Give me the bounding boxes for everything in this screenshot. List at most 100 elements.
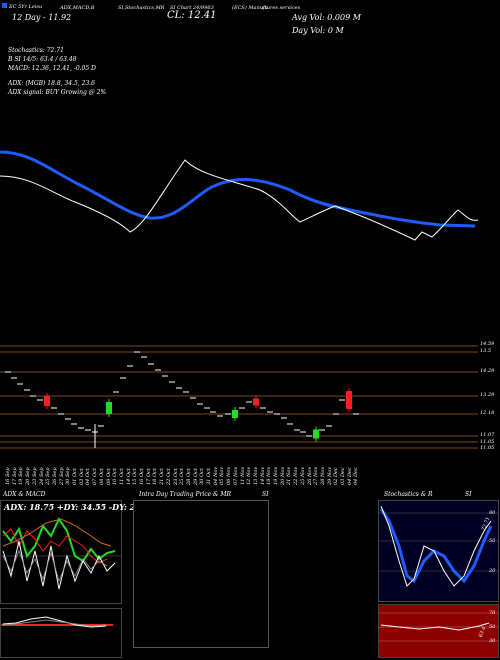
date-label: 11 Oct xyxy=(118,468,125,485)
price-label-2: 13.5 xyxy=(480,348,492,354)
white-moving-average xyxy=(0,159,479,241)
stoch-level-50: 50 xyxy=(489,538,496,544)
date-label: 25 Sep xyxy=(45,467,52,485)
header-indicators-2: SI,Stochastics,MR xyxy=(118,5,165,11)
header-indicators: ADX,MACD,B xyxy=(60,5,95,11)
date-label: 15 Oct xyxy=(132,468,139,485)
date-label: 28 Oct xyxy=(185,468,192,485)
adx-lines xyxy=(1,516,121,590)
date-label: 12 Nov xyxy=(246,466,253,485)
macd-lines xyxy=(1,616,113,628)
date-label: 23 Oct xyxy=(172,468,179,485)
date-label: 04 Nov xyxy=(212,466,219,485)
date-label: 11 Nov xyxy=(239,466,246,485)
macd-label: MACD: 12.36, 12.41, -0.05 D xyxy=(8,65,96,72)
date-label: 23 Sep xyxy=(31,467,38,485)
header-line1: EC 5Yr Leisu xyxy=(2,3,42,10)
blue-legend-square xyxy=(2,3,7,8)
date-label: 16 Sep xyxy=(5,467,11,485)
plus-di-line xyxy=(2,516,116,563)
date-label: 27 Nov xyxy=(313,466,320,485)
avg-volume: Avg Vol: 0.009 M xyxy=(292,13,361,22)
date-label: 25 Oct xyxy=(179,468,186,485)
date-label: 04 Oct xyxy=(85,468,92,485)
price-label-5: 12.18 xyxy=(480,410,495,416)
date-label: 27 Sep xyxy=(58,467,65,485)
date-label: 21 Oct xyxy=(159,468,166,485)
adx-gray-line xyxy=(2,549,108,583)
date-label: 14 Nov xyxy=(259,466,266,485)
stoch-rsi-label: B SI 14/5: 63.4 / 63.48 xyxy=(8,56,77,63)
price-label-7: 11.05 xyxy=(480,439,495,445)
rsi-lines xyxy=(379,612,499,642)
rsi-panel: 70 50 30 63.4 xyxy=(378,604,499,658)
header-company-2: ctures services xyxy=(262,5,301,11)
date-label: 22 Oct xyxy=(165,468,172,485)
stochastics-panel: 80 50 20 72.71 xyxy=(378,500,499,602)
date-label: 08 Oct xyxy=(98,468,105,485)
main-price-chart xyxy=(0,150,479,449)
stoch-level-80: 80 xyxy=(489,510,496,516)
date-label: 10 Oct xyxy=(112,468,119,485)
date-label: 30 Sep xyxy=(65,467,72,485)
adx-panel: ADX: 18.75 +DY: 34.55 -DY: 23.64 xyxy=(0,500,155,604)
adx-label: ADX: (MGB) 18.8, 34.5, 23.6 xyxy=(8,80,95,87)
adx-white-line xyxy=(2,540,116,590)
header-chart-id: SI Chart 24/9963 xyxy=(170,5,214,11)
intraday-panel xyxy=(133,500,269,648)
date-label: 03 Dec xyxy=(340,467,346,485)
date-label: 30 Oct xyxy=(199,468,206,485)
header-day: 12 Day - 11.92 xyxy=(12,13,72,22)
stochastics-si: SI xyxy=(465,491,472,498)
date-label: 24 Sep xyxy=(38,467,45,485)
date-label: 20 Nov xyxy=(279,466,286,485)
date-label: 06 Nov xyxy=(226,466,233,485)
rsi-level-50: 50 xyxy=(489,624,496,630)
date-label: 17 Sep xyxy=(11,467,18,485)
date-label: 14 Oct xyxy=(125,468,132,485)
stoch-d-line xyxy=(379,508,493,584)
date-label: 26 Nov xyxy=(306,466,313,485)
date-label: 18 Nov xyxy=(266,466,273,485)
candlesticks xyxy=(5,351,359,448)
date-label: 31 Oct xyxy=(206,468,212,485)
minus-di-line xyxy=(2,528,108,564)
header-title: EC 5Yr Leisu xyxy=(9,4,43,10)
date-label: 17 Oct xyxy=(145,468,152,485)
date-label: 04 Dec xyxy=(353,467,360,485)
stochastics-lines xyxy=(379,505,499,587)
date-label: 25 Nov xyxy=(299,466,306,485)
date-label: 28 Nov xyxy=(319,466,326,485)
date-label: 21 Nov xyxy=(286,466,293,485)
price-label-6: 11.07 xyxy=(480,432,495,438)
date-label: 03 Oct xyxy=(78,468,85,485)
macd-panel xyxy=(0,608,122,658)
date-label: 29 Oct xyxy=(192,468,199,485)
adx-panel-title: ADX & MACD xyxy=(3,491,46,498)
date-label: 01 Oct xyxy=(72,468,78,485)
day-volume: Day Vol: 0 M xyxy=(292,26,344,35)
intraday-si: SI xyxy=(262,491,269,498)
date-label: 18 Oct xyxy=(152,468,159,485)
header-company: (ECS) Manufa xyxy=(232,5,268,11)
date-label: 04 Dec xyxy=(346,467,353,485)
date-label: 07 Nov xyxy=(232,466,239,485)
date-label: 09 Oct xyxy=(105,468,112,485)
rsi-line xyxy=(380,622,490,631)
stoch-level-20: 20 xyxy=(489,568,496,574)
date-label: 20 Sep xyxy=(25,467,32,485)
date-label: 07 Oct xyxy=(92,468,99,485)
date-label: 29 Nov xyxy=(326,466,333,485)
adx-line xyxy=(2,518,112,547)
date-label: 19 Sep xyxy=(18,467,25,485)
blue-moving-average xyxy=(0,150,476,228)
close-price: CL: 12.41 xyxy=(167,10,217,21)
rsi-level-70: 70 xyxy=(489,610,496,616)
price-label-4: 13.29 xyxy=(480,392,495,398)
date-label: 02 Dec xyxy=(333,467,340,485)
stochastics-label: Stochastics: 72.71 xyxy=(8,47,64,54)
stochastics-panel-title: Stochastics & R xyxy=(384,491,433,498)
adx-values: ADX: 18.75 +DY: 34.55 -DY: 23.64 xyxy=(4,502,155,512)
date-label: 05 Nov xyxy=(219,466,226,485)
price-label-1: 14.59 xyxy=(480,341,495,347)
